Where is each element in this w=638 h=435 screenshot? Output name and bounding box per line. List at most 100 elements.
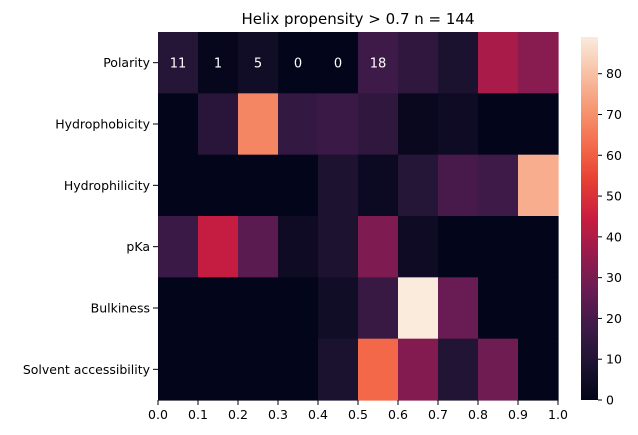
row-label: Hydrophobicity <box>55 117 150 132</box>
heatmap-cell <box>478 338 519 401</box>
heatmap-cell <box>398 154 439 217</box>
heatmap-cell <box>478 154 519 217</box>
heatmap-cell <box>238 277 279 340</box>
heatmap-cell <box>478 277 519 340</box>
heatmap-cell <box>438 32 479 94</box>
colorbar-ticks: 0 10 20 30 40 50 60 70 80 <box>598 66 622 408</box>
heatmap-cell <box>198 154 239 217</box>
x-tick-label: 0.5 <box>348 407 368 422</box>
heatmap-cell <box>358 277 399 340</box>
cell-value-label: 11 <box>170 57 187 72</box>
colorbar <box>581 37 598 400</box>
heatmap-cell <box>198 277 239 340</box>
cell-value-labels: 11 1 5 0 0 18 <box>170 57 387 72</box>
colorbar-tick-label: 20 <box>606 311 622 326</box>
x-tick-label: 0.6 <box>388 407 408 422</box>
heatmap-cell <box>438 277 479 340</box>
heatmap-cell <box>198 32 239 94</box>
heatmap-cell <box>238 32 279 94</box>
heatmap-cell <box>398 32 439 94</box>
row-labels: Polarity Hydrophobicity Hydrophilicity pKa B… <box>23 55 158 377</box>
heatmap-cell <box>238 93 279 156</box>
heatmap-cell <box>438 154 479 217</box>
heatmap-cell <box>518 93 559 156</box>
heatmap-cell <box>478 93 519 156</box>
heatmap-cell <box>278 216 319 278</box>
heatmap-cell <box>518 216 559 278</box>
colorbar-tick-label: 40 <box>606 229 622 244</box>
heatmap-cell <box>158 154 199 217</box>
cell-value-label: 5 <box>254 57 262 72</box>
x-tick-label: 0.9 <box>508 407 528 422</box>
colorbar-tick-label: 30 <box>606 270 622 285</box>
x-tick-label: 0.8 <box>468 407 488 422</box>
heatmap-cell <box>318 32 359 94</box>
heatmap-cell <box>278 93 319 156</box>
heatmap-cell <box>238 338 279 401</box>
heatmap-cell <box>318 93 359 156</box>
heatmap-cell <box>158 277 199 340</box>
heatmap-cell <box>438 93 479 156</box>
heatmap-cell <box>518 154 559 217</box>
heatmap-cell <box>318 154 359 217</box>
heatmap-cell <box>518 338 559 401</box>
colorbar-tick-label: 10 <box>606 352 622 367</box>
heatmap-cell <box>358 154 399 217</box>
x-tick-label: 0.1 <box>188 407 208 422</box>
heatmap-cell <box>238 154 279 217</box>
heatmap-cells <box>158 32 559 401</box>
heatmap-cell <box>318 216 359 278</box>
x-tick-label: 0.7 <box>428 407 448 422</box>
heatmap-cell <box>198 338 239 401</box>
heatmap-cell <box>518 277 559 340</box>
heatmap-cell <box>398 216 439 278</box>
row-label: Bulkiness <box>91 301 150 316</box>
heatmap-cell <box>398 338 439 401</box>
heatmap-cell <box>198 216 239 278</box>
heatmap-cell <box>478 32 519 94</box>
heatmap-cell <box>438 216 479 278</box>
row-label: Polarity <box>103 55 150 70</box>
x-tick-label: 0.3 <box>268 407 288 422</box>
row-label: Solvent accessibility <box>23 362 151 377</box>
colorbar-tick-label: 80 <box>606 66 622 81</box>
cell-value-label: 0 <box>294 57 302 72</box>
heatmap-cell <box>318 277 359 340</box>
heatmap-cell <box>398 277 439 340</box>
row-label: pKa <box>126 239 150 254</box>
colorbar-tick-label: 50 <box>606 189 622 204</box>
colorbar-tick-label: 60 <box>606 148 622 163</box>
heatmap-cell <box>158 32 199 94</box>
heatmap-cell <box>518 32 559 94</box>
heatmap-cell <box>238 216 279 278</box>
cell-value-label: 18 <box>370 57 387 72</box>
heatmap-cell <box>398 93 439 156</box>
chart-title: Helix propensity > 0.7 n = 144 <box>242 10 475 28</box>
x-tick-label: 0.0 <box>148 407 168 422</box>
heatmap-cell <box>478 216 519 278</box>
heatmap-cell <box>358 93 399 156</box>
x-tick-label: 0.4 <box>308 407 328 422</box>
heatmap-cell <box>158 93 199 156</box>
cell-value-label: 0 <box>334 57 342 72</box>
x-axis: 0.0 0.1 0.2 0.3 0.4 0.5 0.6 0.7 0.8 0.9 1.0 <box>148 400 568 422</box>
heatmap-cell <box>438 338 479 401</box>
heatmap-cell <box>158 338 199 401</box>
heatmap-cell <box>158 216 199 278</box>
heatmap-cell <box>278 277 319 340</box>
colorbar-tick-label: 70 <box>606 107 622 122</box>
heatmap-cell <box>318 338 359 401</box>
heatmap-cell <box>198 93 239 156</box>
heatmap-cell <box>278 338 319 401</box>
heatmap-cell <box>278 32 319 94</box>
heatmap-cell <box>358 216 399 278</box>
heatmap-cell <box>358 338 399 401</box>
cell-value-label: 1 <box>214 57 222 72</box>
x-tick-label: 0.2 <box>228 407 248 422</box>
colorbar-tick-label: 0 <box>606 393 614 408</box>
heatmap-cell <box>278 154 319 217</box>
x-tick-label: 1.0 <box>548 407 568 422</box>
row-label: Hydrophilicity <box>64 178 151 193</box>
heatmap-cell <box>358 32 399 94</box>
